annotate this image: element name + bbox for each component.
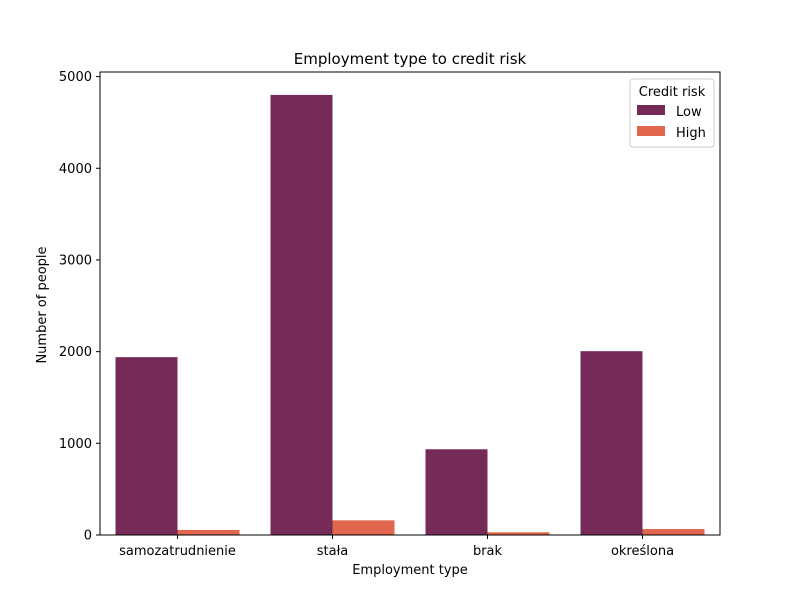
legend-label-high: High [676, 126, 706, 141]
y-tick-label-2: 2000 [59, 345, 92, 360]
legend-title: Credit risk [639, 85, 706, 100]
y-tick-label-5: 5000 [59, 70, 92, 85]
y-tick-label-4: 4000 [59, 162, 92, 177]
y-tick-label-0: 0 [84, 529, 92, 544]
x-tick-label-0: samozatrudnienie [119, 544, 236, 559]
legend-swatch-low [637, 105, 665, 115]
bar-low-0 [115, 357, 178, 535]
legend-label-low: Low [676, 105, 702, 120]
bar-low-2 [425, 449, 488, 535]
bar-high-0 [177, 529, 240, 535]
y-axis-label: Number of people [35, 246, 50, 363]
bar-low-1 [270, 94, 333, 536]
x-axis-label: Employment type [352, 563, 468, 578]
bar-high-1 [332, 520, 395, 535]
x-tick-label-3: określona [611, 544, 674, 559]
bar-high-2 [487, 532, 550, 535]
x-tick-label-2: brak [473, 544, 503, 559]
y-tick-label-3: 3000 [59, 253, 92, 268]
bar-high-3 [642, 529, 705, 535]
y-tick-label-1: 1000 [59, 437, 92, 452]
legend-swatch-high [637, 126, 665, 136]
legend: Credit risk Low High [629, 78, 715, 148]
x-tick-label-1: stała [317, 544, 349, 559]
axes-frame [99, 71, 721, 536]
plot-area: 0 1000 2000 3000 4000 5000 samozatrudnienie sta… [59, 70, 721, 559]
chart-title: Employment type to credit risk [294, 50, 527, 68]
bar-low-3 [580, 351, 643, 535]
